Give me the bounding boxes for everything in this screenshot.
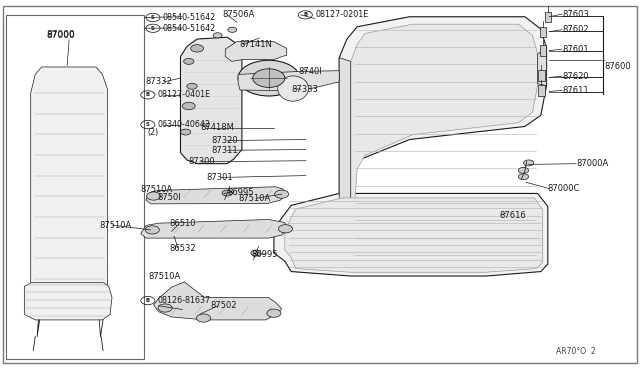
Text: 86532: 86532: [169, 244, 196, 253]
Text: 87332: 87332: [145, 77, 172, 86]
Polygon shape: [180, 37, 242, 164]
Polygon shape: [24, 283, 112, 320]
Circle shape: [275, 190, 289, 198]
Text: 87620: 87620: [562, 72, 589, 81]
Circle shape: [184, 58, 194, 64]
Text: 87301: 87301: [206, 173, 233, 182]
Text: 87603: 87603: [562, 10, 589, 19]
Polygon shape: [538, 48, 547, 86]
Bar: [540, 45, 546, 56]
Text: 87000C: 87000C: [547, 184, 580, 193]
Text: 87141N: 87141N: [239, 40, 272, 49]
Circle shape: [187, 83, 197, 89]
Text: S: S: [146, 122, 150, 127]
Circle shape: [158, 304, 172, 312]
Polygon shape: [339, 17, 547, 264]
Text: B: B: [146, 92, 150, 97]
Text: 08127-0401E: 08127-0401E: [158, 90, 211, 99]
Text: 8740l: 8740l: [298, 67, 322, 76]
Polygon shape: [154, 282, 282, 320]
Text: 87601: 87601: [562, 45, 589, 54]
Circle shape: [191, 45, 204, 52]
Text: 08540-51642: 08540-51642: [163, 13, 216, 22]
Text: 87000: 87000: [46, 30, 75, 39]
Circle shape: [238, 60, 300, 96]
Text: B: B: [146, 298, 150, 303]
Polygon shape: [274, 193, 548, 276]
Circle shape: [524, 160, 534, 166]
Bar: [545, 12, 551, 22]
Text: 87311: 87311: [211, 146, 238, 155]
Text: 08127-0201E: 08127-0201E: [316, 10, 369, 19]
Text: 87502: 87502: [211, 301, 237, 310]
Text: 87510A: 87510A: [238, 194, 270, 203]
Circle shape: [267, 309, 281, 317]
Circle shape: [182, 102, 195, 110]
Text: B: B: [303, 12, 307, 17]
Bar: [540, 27, 546, 37]
Text: 87418M: 87418M: [200, 124, 234, 132]
Polygon shape: [146, 187, 287, 204]
Circle shape: [145, 226, 159, 234]
Circle shape: [196, 314, 211, 322]
Text: 86995: 86995: [252, 250, 278, 259]
Text: S: S: [151, 26, 155, 31]
Text: 87616: 87616: [499, 211, 526, 219]
Polygon shape: [31, 67, 108, 299]
Circle shape: [222, 190, 232, 196]
Text: 86995: 86995: [228, 188, 254, 197]
Text: (2): (2): [148, 128, 159, 137]
Circle shape: [228, 27, 237, 32]
Text: 06340-40642: 06340-40642: [158, 120, 211, 129]
Text: 87510A: 87510A: [148, 272, 180, 280]
Text: 87510A: 87510A: [99, 221, 131, 230]
Polygon shape: [225, 42, 287, 61]
Circle shape: [518, 167, 529, 173]
Polygon shape: [285, 198, 543, 272]
Text: 08540-51642: 08540-51642: [163, 24, 216, 33]
Text: 08126-81637: 08126-81637: [158, 296, 211, 305]
Bar: [6, 15, 144, 359]
Circle shape: [180, 129, 191, 135]
Circle shape: [147, 192, 161, 200]
Text: S: S: [151, 15, 155, 20]
Text: 87510A: 87510A: [141, 185, 173, 194]
Circle shape: [278, 225, 292, 233]
Text: 8750l: 8750l: [157, 193, 181, 202]
Circle shape: [518, 174, 529, 180]
Text: 87602: 87602: [562, 25, 589, 34]
Text: 87600: 87600: [605, 62, 632, 71]
Polygon shape: [339, 58, 351, 262]
Text: 87300: 87300: [189, 157, 216, 166]
Polygon shape: [238, 71, 339, 91]
Text: 87000: 87000: [46, 31, 75, 40]
Circle shape: [213, 33, 222, 38]
Text: 87000A: 87000A: [576, 159, 608, 168]
Text: 87333: 87333: [292, 85, 319, 94]
Circle shape: [253, 69, 285, 87]
Ellipse shape: [278, 76, 308, 101]
Bar: [538, 70, 545, 81]
Text: AR70°O  2: AR70°O 2: [556, 347, 595, 356]
Polygon shape: [351, 24, 538, 260]
Circle shape: [251, 250, 261, 256]
Text: 87611: 87611: [562, 86, 589, 95]
Polygon shape: [141, 219, 289, 238]
Text: 86510: 86510: [170, 219, 196, 228]
Text: 87320: 87320: [211, 136, 238, 145]
Text: 87506A: 87506A: [223, 10, 255, 19]
Bar: [538, 85, 545, 96]
